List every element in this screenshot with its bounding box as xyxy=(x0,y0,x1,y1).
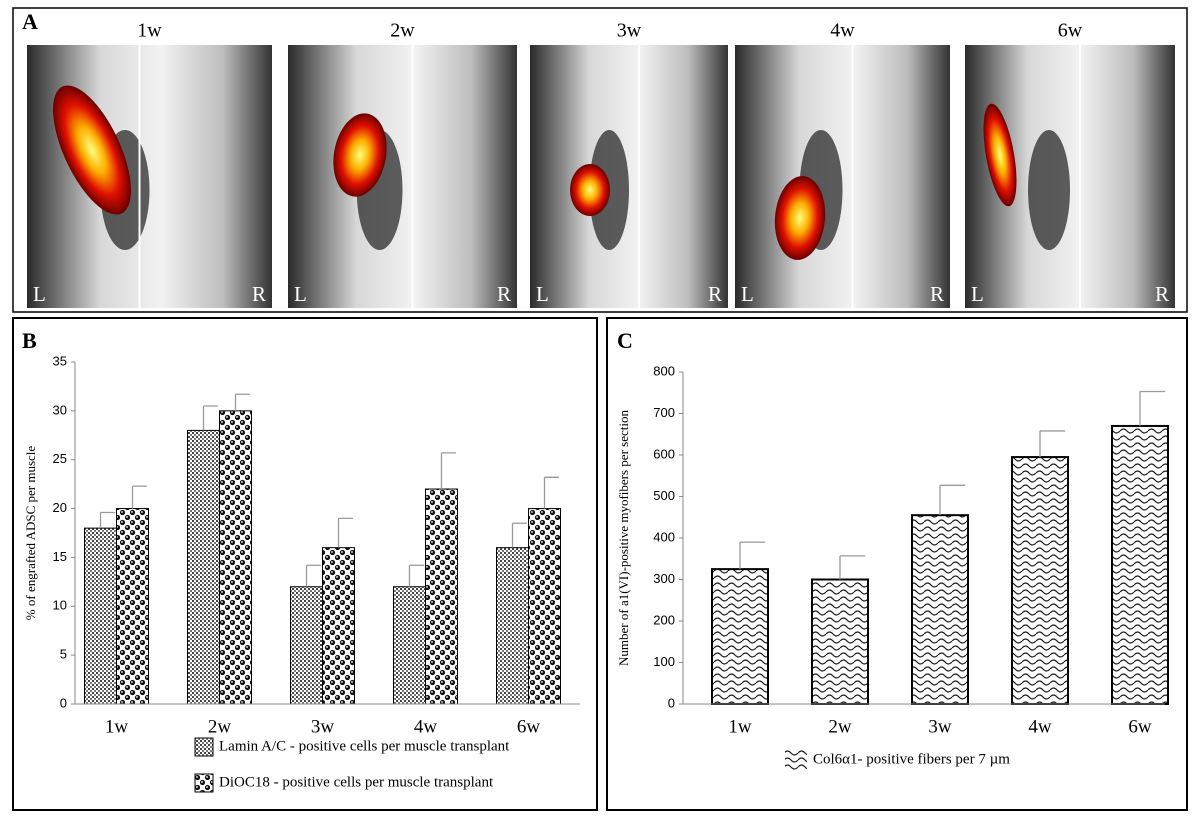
error-bar xyxy=(408,564,424,587)
bar xyxy=(1111,424,1169,705)
fluorescence-signal xyxy=(983,103,1017,207)
legend-swatch xyxy=(194,773,214,793)
fluorescence-signal xyxy=(333,113,387,197)
bar xyxy=(528,508,561,705)
y-tick-label: 100 xyxy=(653,654,675,669)
legend-swatch xyxy=(194,737,214,757)
error-bar xyxy=(131,485,147,509)
x-tick-label: 2w xyxy=(208,716,232,737)
y-tick-label: 0 xyxy=(668,695,675,710)
y-tick-label: 30 xyxy=(53,402,67,417)
bar xyxy=(911,514,969,705)
bar xyxy=(116,508,149,705)
error-bar xyxy=(234,393,250,411)
photo-shadow xyxy=(1028,130,1070,250)
panel-a-frame xyxy=(12,7,1188,313)
image-title: 6w xyxy=(1058,20,1083,42)
y-tick-label: 400 xyxy=(653,529,675,544)
side-label: L xyxy=(294,282,307,306)
side-label: R xyxy=(252,282,266,306)
bar xyxy=(711,568,769,705)
fluorescence-signal xyxy=(53,85,131,215)
error-bar xyxy=(511,522,527,548)
y-tick-label: 800 xyxy=(653,363,675,378)
bar xyxy=(425,488,458,705)
y-tick-label: 10 xyxy=(53,598,67,613)
x-tick-label: 3w xyxy=(311,716,335,737)
panel-label: C xyxy=(617,328,633,353)
x-tick-label: 1w xyxy=(728,716,752,737)
bar xyxy=(496,547,529,705)
y-tick-label: 25 xyxy=(53,451,67,466)
x-tick-label: 3w xyxy=(928,716,952,737)
y-tick-label: 5 xyxy=(60,647,67,662)
x-tick-label: 4w xyxy=(414,716,438,737)
bar xyxy=(1011,456,1069,706)
side-label: R xyxy=(930,282,944,306)
y-tick-label: 200 xyxy=(653,612,675,627)
y-axis-label: Number of a1(VI)-positive myofibers per … xyxy=(616,410,631,666)
side-label: R xyxy=(1155,282,1169,306)
bar xyxy=(84,527,117,705)
y-tick-label: 20 xyxy=(53,500,67,515)
y-tick-label: 500 xyxy=(653,488,675,503)
x-tick-label: 1w xyxy=(105,716,129,737)
y-axis-label: % of engrafted ADSC per muscle xyxy=(23,446,38,621)
fluorescence-signal xyxy=(774,176,826,260)
legend-label: DiOC18 - positive cells per muscle trans… xyxy=(219,774,494,790)
panel-label: A xyxy=(22,9,38,34)
y-tick-label: 600 xyxy=(653,446,675,461)
y-tick-label: 15 xyxy=(53,549,67,564)
image-title: 2w xyxy=(390,20,415,42)
error-bar xyxy=(1139,390,1166,426)
bar xyxy=(290,586,323,705)
photo xyxy=(530,45,728,308)
y-tick-label: 0 xyxy=(60,695,67,710)
side-label: L xyxy=(536,282,549,306)
error-bar xyxy=(739,541,766,570)
side-label: L xyxy=(33,282,46,306)
error-bar xyxy=(202,405,218,431)
error-bar xyxy=(543,476,559,509)
error-bar xyxy=(839,555,866,580)
side-label: R xyxy=(708,282,722,306)
panel-b-frame xyxy=(12,317,598,811)
x-tick-label: 2w xyxy=(828,716,852,737)
y-tick-label: 300 xyxy=(653,571,675,586)
y-tick-label: 35 xyxy=(53,353,67,368)
image-title: 1w xyxy=(137,20,162,42)
y-tick-label: 700 xyxy=(653,405,675,420)
error-bar xyxy=(939,484,966,516)
x-tick-label: 4w xyxy=(1028,716,1052,737)
error-bar xyxy=(440,452,456,490)
legend-label: Col6α1- positive fibers per 7 µm xyxy=(813,751,1010,767)
image-title: 4w xyxy=(830,20,855,42)
photo xyxy=(735,45,950,308)
panel-c-frame xyxy=(606,317,1188,811)
legend-label: Lamin A/C - positive cells per muscle tr… xyxy=(219,738,510,754)
side-label: L xyxy=(741,282,754,306)
panel-label: B xyxy=(22,328,37,353)
bar xyxy=(219,410,252,705)
photo xyxy=(288,45,517,308)
fluorescence-signal xyxy=(570,164,610,216)
error-bar xyxy=(1039,430,1066,458)
legend-swatch xyxy=(785,749,807,771)
error-bar xyxy=(99,511,115,529)
error-bar xyxy=(305,564,321,587)
side-label: R xyxy=(497,282,511,306)
image-title: 3w xyxy=(617,20,642,42)
bar xyxy=(187,429,220,705)
bar xyxy=(393,586,426,705)
bar xyxy=(322,547,355,705)
bar xyxy=(811,578,869,705)
x-tick-label: 6w xyxy=(517,716,541,737)
x-tick-label: 6w xyxy=(1128,716,1152,737)
side-label: L xyxy=(971,282,984,306)
error-bar xyxy=(337,517,353,548)
photo xyxy=(27,45,272,308)
